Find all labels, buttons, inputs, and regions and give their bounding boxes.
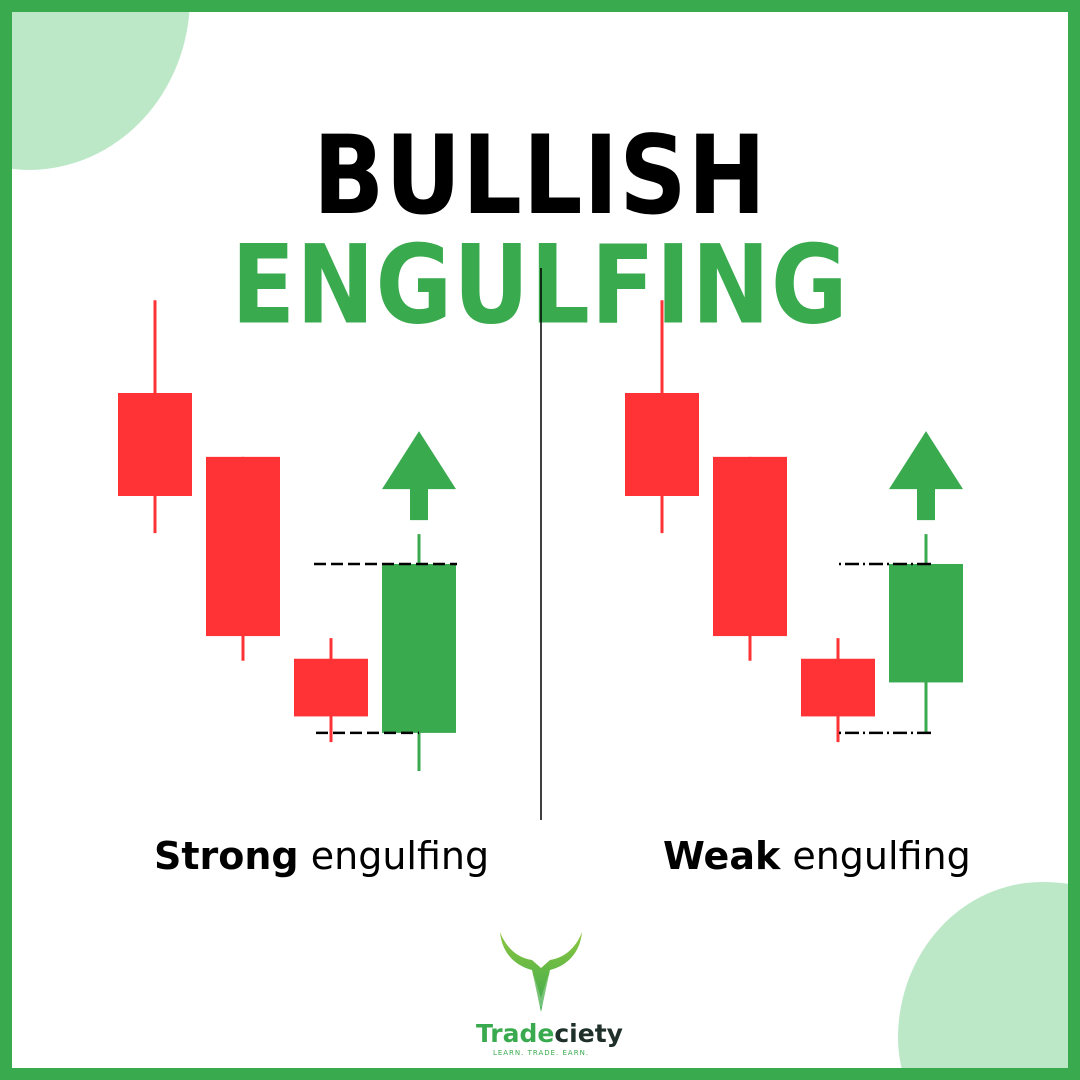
bull-head-icon: [500, 932, 582, 1012]
brand-tagline: LEARN. TRADE. EARN.: [492, 1049, 590, 1057]
caption-weak-engulfing: Weak engulfing: [663, 834, 971, 878]
page-title: BULLISH ENGULFING: [0, 121, 1080, 339]
caption-weak-rest: engulfing: [792, 834, 971, 878]
up-arrow-icon: [889, 431, 963, 521]
caption-strong-rest: engulfing: [310, 834, 490, 878]
candle-body-strong-3: [294, 658, 368, 717]
brand-name: Tradeciety: [476, 1019, 623, 1048]
title-word-engulfing: ENGULFING: [231, 220, 849, 349]
caption-strong-engulfing: Strong engulfing: [154, 834, 490, 878]
caption-weak-bold: Weak: [663, 834, 781, 878]
brand-name-part1: Trade: [476, 1019, 555, 1048]
up-arrow-icon: [382, 431, 456, 521]
candle-body-weak-3: [801, 658, 875, 717]
candle-body-weak-2: [713, 456, 787, 637]
candle-body-strong-1: [118, 393, 192, 496]
candle-body-weak-1: [625, 393, 699, 496]
candle-body-weak-4: [889, 563, 963, 683]
tradeciety-logo: Tradeciety LEARN. TRADE. EARN.: [476, 928, 623, 1057]
brand-name-part2: ciety: [554, 1019, 623, 1048]
candle-body-strong-4: [382, 563, 456, 733]
candle-body-strong-2: [206, 456, 280, 637]
title-word-bullish: BULLISH: [313, 111, 767, 240]
caption-strong-bold: Strong: [154, 834, 299, 878]
